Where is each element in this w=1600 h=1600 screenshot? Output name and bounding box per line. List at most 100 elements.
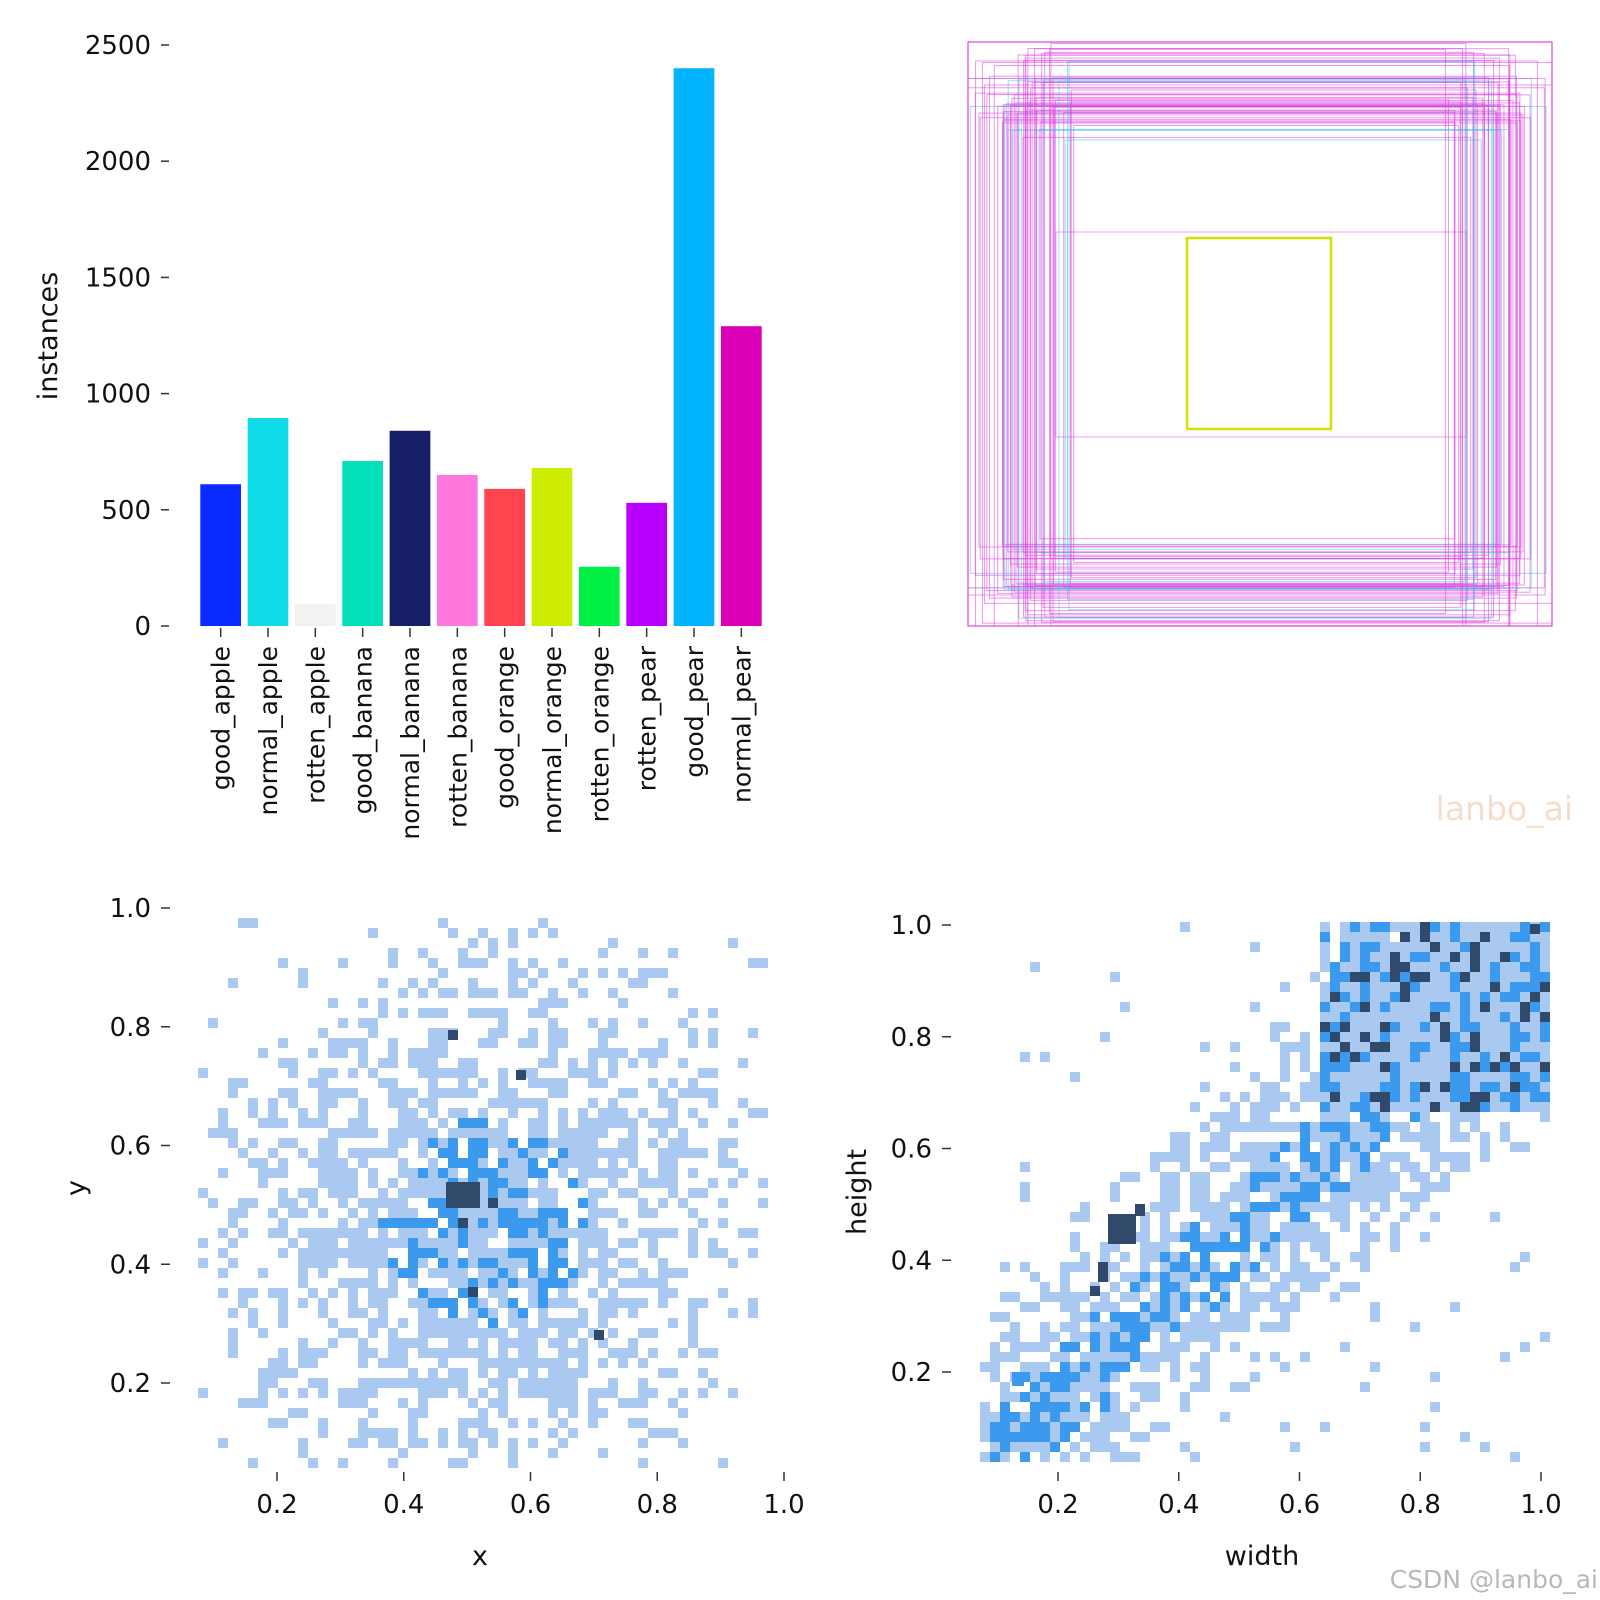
heat-cell	[1210, 1242, 1220, 1252]
heat-cell	[1130, 1332, 1140, 1342]
heat-cell	[428, 978, 438, 988]
heat-cell	[588, 1188, 598, 1198]
heat-cell	[638, 1298, 648, 1308]
heat-cell	[718, 1458, 728, 1468]
heat-cell	[568, 1138, 578, 1148]
heat-cell	[1370, 1062, 1380, 1072]
heat-cell	[228, 1328, 238, 1338]
heat-cell	[1460, 1062, 1470, 1072]
heat-cell	[688, 1208, 698, 1218]
heat-cell	[1400, 942, 1410, 952]
heat-cell	[588, 1058, 598, 1068]
heat-cell	[1170, 1142, 1180, 1152]
heat-cell	[1410, 1162, 1420, 1172]
heat-cell	[1510, 1052, 1520, 1062]
heat-cell	[558, 1208, 568, 1218]
xy-heatmap-axes: 0.2 0.4 0.6 0.8 1.00.20.40.60.81.0	[110, 894, 805, 1520]
heat-cell	[548, 1298, 558, 1308]
heat-cell	[638, 1358, 648, 1368]
heat-cell	[518, 1318, 528, 1328]
heat-cell	[1370, 1082, 1380, 1092]
heat-cell	[1000, 1422, 1010, 1432]
heat-cell	[1270, 1022, 1280, 1032]
heat-cell	[518, 968, 528, 978]
heat-cell	[378, 1258, 388, 1268]
heat-cell	[428, 1288, 438, 1298]
heat-cell	[558, 1238, 568, 1248]
heat-cell	[1520, 1082, 1530, 1092]
heat-cell	[548, 1208, 558, 1218]
heat-cell	[438, 1168, 448, 1178]
heat-cell	[1140, 1392, 1150, 1402]
heat-cell	[1490, 1042, 1500, 1052]
heat-cell	[518, 1388, 528, 1398]
heat-cell	[1350, 962, 1360, 972]
heat-cell	[1140, 1282, 1150, 1292]
heat-cell	[1290, 1042, 1300, 1052]
heat-cell	[428, 1138, 438, 1148]
heat-cell	[1240, 1202, 1250, 1212]
box-outline	[986, 94, 1518, 592]
heat-cell	[1380, 1122, 1390, 1132]
heat-cell	[1510, 1142, 1520, 1152]
heat-cell	[228, 1138, 238, 1148]
heat-cell	[1090, 1332, 1100, 1342]
heat-cell	[1150, 1292, 1160, 1302]
heat-cell	[1430, 982, 1440, 992]
heat-cell	[468, 1348, 478, 1358]
heat-cell	[598, 1298, 608, 1308]
heat-cell	[578, 1118, 588, 1128]
heat-cell	[328, 1038, 338, 1048]
heat-cell	[1140, 1222, 1150, 1232]
heat-cell	[618, 1138, 628, 1148]
heat-cell	[678, 1198, 688, 1208]
heat-cell	[1150, 1322, 1160, 1332]
heat-cell	[428, 1068, 438, 1078]
heat-cell	[1320, 1242, 1330, 1252]
heat-cell	[288, 1408, 298, 1418]
box-outline	[1070, 101, 1461, 585]
heat-cell	[448, 1258, 458, 1268]
heat-cell	[418, 1398, 428, 1408]
heat-cell	[498, 1408, 508, 1418]
heat-cell	[1400, 1032, 1410, 1042]
heat-cell	[1190, 1312, 1200, 1322]
heat-cell	[1350, 1012, 1360, 1022]
heat-cell	[1380, 982, 1390, 992]
heat-cell	[1480, 922, 1490, 932]
heat-cell	[1280, 1282, 1290, 1292]
heat-cell	[398, 1128, 408, 1138]
heat-cell	[1460, 1112, 1470, 1122]
heat-cell	[398, 1398, 408, 1408]
heat-cell	[1200, 1352, 1210, 1362]
heat-cell	[1040, 1052, 1050, 1062]
heat-cell	[578, 1338, 588, 1348]
heat-cell	[618, 1148, 628, 1158]
heat-cell	[1450, 1132, 1460, 1142]
heat-cell	[358, 1218, 368, 1228]
heat-cell	[708, 1068, 718, 1078]
heat-cell	[1130, 1272, 1140, 1282]
heat-cell	[528, 1148, 538, 1158]
heat-cell	[398, 1198, 408, 1208]
heat-cell	[328, 1228, 338, 1238]
heat-cell	[548, 928, 558, 938]
heat-cell	[268, 1358, 278, 1368]
heat-cell	[358, 1098, 368, 1108]
heat-cell	[478, 1108, 488, 1118]
heat-cell	[1080, 1252, 1090, 1262]
heat-cell	[488, 1168, 498, 1178]
heat-cell	[1520, 1062, 1530, 1072]
heat-cell	[1200, 1252, 1210, 1262]
heat-cell	[748, 1108, 758, 1118]
heat-cell	[1320, 1102, 1330, 1112]
heat-cell	[1200, 1122, 1210, 1132]
heat-cell	[1200, 1272, 1210, 1282]
heat-cell	[608, 1058, 618, 1068]
heat-cell	[678, 1148, 688, 1158]
heat-cell	[1040, 1362, 1050, 1372]
heat-cell	[1180, 1392, 1190, 1402]
heat-cell	[308, 1238, 318, 1248]
heat-cell	[528, 1418, 538, 1428]
heat-cell	[1000, 1442, 1010, 1452]
